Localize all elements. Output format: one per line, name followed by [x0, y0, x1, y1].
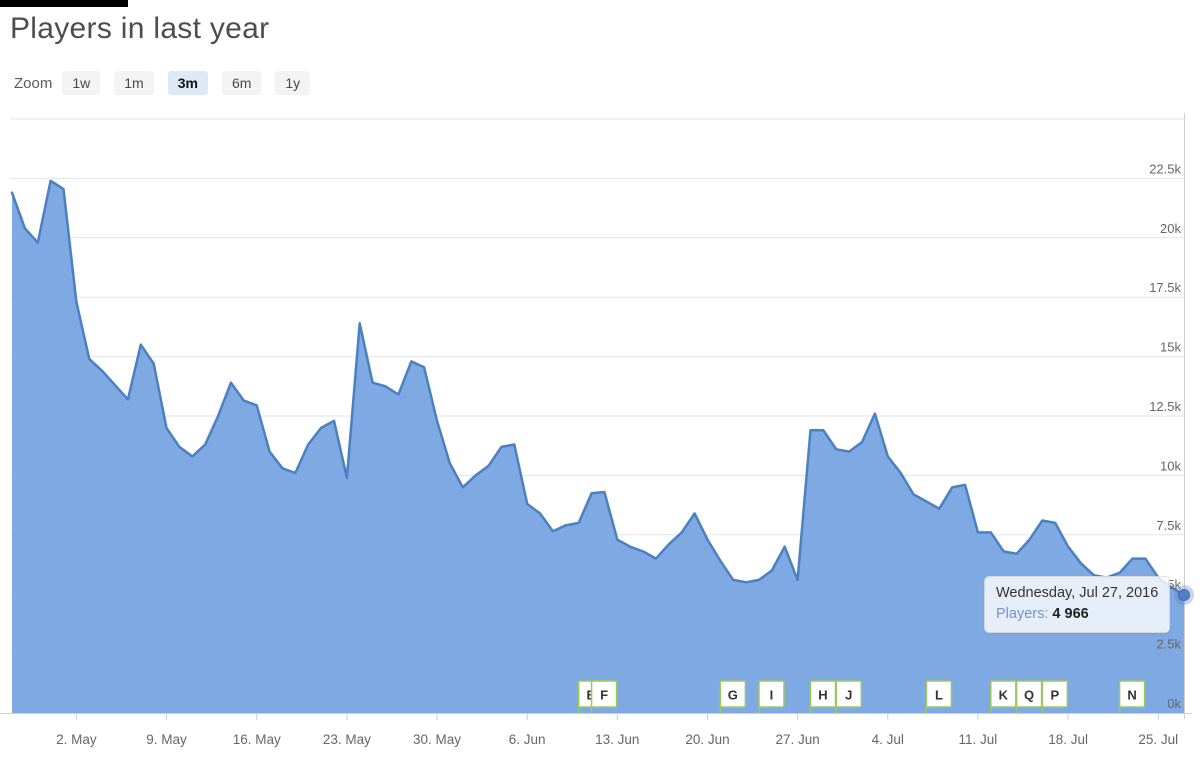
y-axis-label: 7.5k	[1156, 518, 1181, 533]
y-axis-label: 10k	[1160, 458, 1181, 473]
x-axis-label: 27. Jun	[775, 732, 819, 747]
flag-Q[interactable]	[1015, 680, 1043, 708]
flag-L[interactable]	[925, 680, 953, 708]
x-axis-label: 23. May	[323, 732, 371, 747]
x-axis-label: 20. Jun	[685, 732, 729, 747]
tooltip-series-label: Players:	[996, 606, 1049, 623]
y-axis-label: 15k	[1160, 340, 1181, 355]
tooltip-date: Wednesday, Jul 27, 2016	[996, 585, 1159, 601]
selected-point-marker	[1178, 589, 1190, 602]
series-area-fill	[12, 180, 1184, 714]
y-axis-label: 2.5k	[1156, 637, 1181, 652]
x-axis-label: 11. Jul	[959, 732, 998, 747]
zoom-label: Zoom	[14, 74, 53, 92]
y-axis-label: 22.5k	[1149, 161, 1181, 176]
x-axis-label: 9. May	[146, 732, 187, 747]
flag-label-F: F	[600, 688, 608, 703]
x-axis-label: 4. Jul	[872, 732, 904, 747]
flag-label-G: G	[728, 688, 738, 703]
flag-label-Q: Q	[1024, 688, 1034, 703]
flag-I[interactable]	[758, 680, 785, 708]
x-axis-label: 6. Jun	[509, 732, 546, 747]
y-axis-label: 12.5k	[1149, 399, 1181, 414]
flag-J[interactable]	[835, 680, 863, 708]
flag-G[interactable]	[719, 680, 747, 708]
zoom-button-1y[interactable]: 1y	[275, 71, 311, 95]
x-axis-label: 13. Jun	[595, 732, 639, 747]
y-axis-label: 5k	[1167, 577, 1181, 592]
flag-label-P: P	[1050, 688, 1059, 703]
tooltip-value: 4 966	[1052, 606, 1089, 623]
zoom-range-selector: Zoom 1w 1m 3m 6m 1y	[14, 69, 324, 97]
flag-label-K: K	[999, 688, 1009, 703]
flag-P[interactable]	[1041, 680, 1069, 708]
flag-K[interactable]	[990, 680, 1017, 708]
x-axis-label: 2. May	[56, 732, 97, 747]
zoom-button-1w[interactable]: 1w	[62, 71, 101, 95]
flag-label-N: N	[1127, 688, 1136, 703]
chart-tooltip: Wednesday, Jul 27, 2016 Players: 4 966	[984, 576, 1171, 634]
flag-label-H: H	[818, 688, 827, 703]
x-axis-label: 30. May	[413, 732, 461, 747]
y-axis-label: 20k	[1160, 221, 1181, 236]
x-axis-label: 16. May	[233, 732, 281, 747]
zoom-button-1m[interactable]: 1m	[114, 71, 154, 95]
x-axis-label: 25. Jul	[1138, 732, 1178, 747]
chart-title: Players in last year	[10, 12, 270, 45]
series-line	[10, 179, 1186, 597]
flag-F[interactable]	[590, 680, 618, 708]
flag-label-I: I	[770, 688, 774, 703]
flag-H[interactable]	[809, 680, 837, 708]
flag-label-J: J	[845, 688, 852, 703]
flag-N[interactable]	[1118, 680, 1146, 708]
flag-label-L: L	[935, 688, 943, 703]
zoom-button-3m[interactable]: 3m	[167, 71, 208, 95]
x-axis-label: 18. Jul	[1048, 732, 1088, 747]
y-axis-label: 0k	[1167, 696, 1181, 711]
zoom-button-6m[interactable]: 6m	[221, 71, 262, 95]
y-axis-label: 17.5k	[1149, 280, 1181, 295]
window-artifact-bar	[0, 0, 128, 7]
